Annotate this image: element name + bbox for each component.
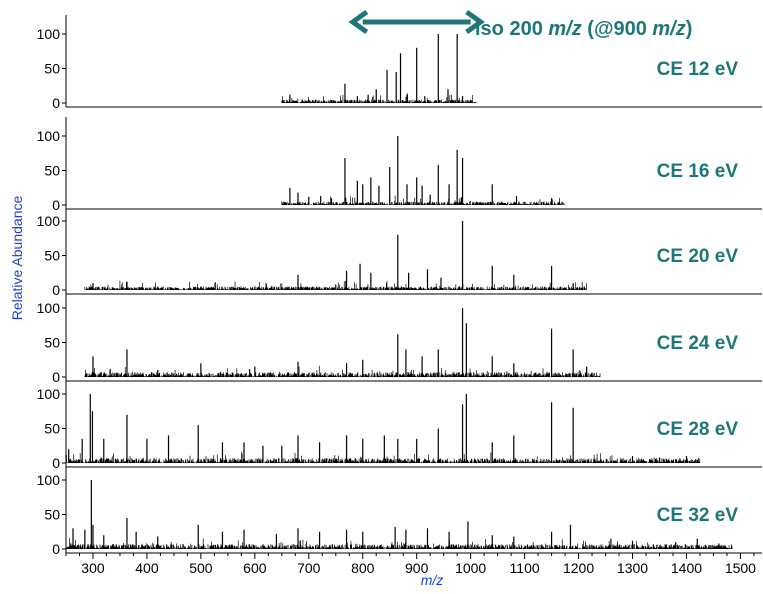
x-tick-label: 800 — [351, 560, 375, 576]
x-tick-label: 1300 — [617, 560, 648, 576]
x-axis: 300 400 500 600 700 800 900 1000 1100 1200 1300 140… — [65, 553, 756, 576]
y-tick-label: 100 — [37, 300, 61, 316]
spectrum-panel: 0 50 100 CE 24 eV — [37, 289, 762, 385]
noise-trace — [84, 365, 601, 377]
noise-trace — [281, 195, 566, 205]
noise-trace — [281, 93, 477, 103]
y-tick-label: 0 — [52, 282, 60, 298]
collision-energy-label: CE 24 eV — [657, 333, 739, 354]
isolation-window-annotation: iso 200 m/z (@900 m/z) — [348, 9, 692, 40]
x-tick-label: 400 — [135, 560, 159, 576]
double-arrow-icon — [348, 9, 485, 35]
y-tick-label: 50 — [44, 163, 60, 179]
y-tick-label: 50 — [44, 421, 60, 437]
collision-energy-label: CE 16 eV — [657, 161, 739, 182]
spectrum-panel: 0 50 100 CE 20 eV — [37, 202, 762, 298]
collision-energy-label: CE 32 eV — [657, 505, 739, 526]
x-tick-label: 500 — [189, 560, 213, 576]
y-tick-label: 0 — [52, 455, 60, 471]
x-tick-label: 1200 — [563, 560, 594, 576]
y-tick-label: 100 — [37, 213, 61, 229]
x-tick-label: 1500 — [725, 560, 756, 576]
x-tick-label: 900 — [405, 560, 429, 576]
spectrum-panel: 0 50 100 CE 32 eV — [37, 461, 762, 557]
x-tick-label: 1400 — [671, 560, 702, 576]
x-axis-label: m/z — [421, 572, 444, 588]
y-tick-label: 50 — [44, 61, 60, 77]
spectrum-panel: 0 50 100 CE 28 eV — [37, 375, 762, 471]
y-tick-label: 0 — [52, 197, 60, 213]
noise-trace — [84, 280, 587, 290]
y-tick-label: 50 — [44, 507, 60, 523]
x-tick-label: 300 — [81, 560, 105, 576]
y-tick-label: 0 — [52, 369, 60, 385]
spectrum-panel: 0 50 100 CE 16 eV — [37, 117, 762, 213]
y-axis-label: Relative Abundance — [9, 196, 25, 321]
arrow-head-left — [348, 9, 369, 35]
y-tick-label: 50 — [44, 335, 60, 351]
collision-energy-label: CE 20 eV — [657, 246, 739, 267]
x-tick-label: 1100 — [510, 560, 540, 576]
collision-energy-label: CE 12 eV — [657, 59, 739, 80]
x-tick-label: 700 — [297, 560, 321, 576]
y-tick-label: 100 — [37, 472, 61, 488]
y-tick-label: 50 — [44, 248, 60, 264]
y-tick-label: 0 — [52, 95, 60, 111]
y-tick-label: 0 — [52, 541, 60, 557]
x-tick-label: 1000 — [455, 560, 486, 576]
spectrum-panel: 0 50 100 CE 12 eV — [37, 15, 762, 111]
collision-energy-label: CE 28 eV — [657, 419, 739, 440]
y-tick-label: 100 — [37, 128, 61, 144]
spectrum-panels: 0 50 100 CE 12 eV 0 50 100 CE 16 eV 0 50 100 CE 20 … — [37, 15, 762, 557]
isolation-annotation-text: iso 200 m/z (@900 m/z) — [475, 18, 692, 40]
noise-trace — [66, 451, 701, 463]
arrow-head-right — [465, 9, 485, 35]
x-tick-label: 600 — [243, 560, 267, 576]
y-tick-label: 100 — [37, 386, 61, 402]
y-tick-label: 100 — [37, 26, 61, 42]
